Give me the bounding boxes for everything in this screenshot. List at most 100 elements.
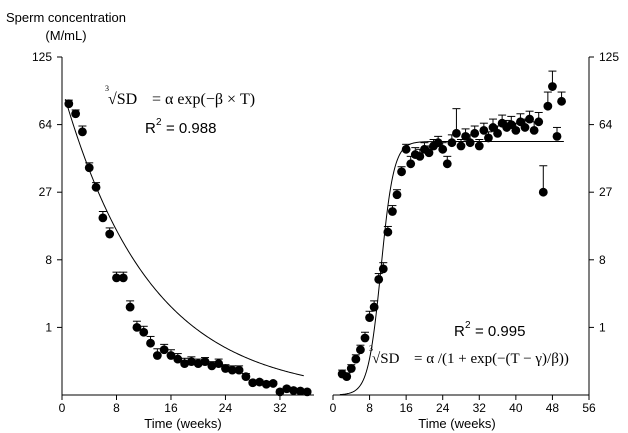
y-axis-unit-label: (M/mL) <box>45 28 86 43</box>
right-data-point <box>465 138 475 148</box>
left-data-point <box>193 359 203 369</box>
left-data-point <box>132 323 142 332</box>
right-data-point <box>442 159 452 169</box>
left-equation-lhs: √SD <box>108 91 137 108</box>
right-x-tick-label: 32 <box>473 401 487 415</box>
chart-title: Sperm concentration <box>6 10 126 25</box>
right-data-point <box>520 123 530 132</box>
right-data-point <box>365 313 374 323</box>
right-data-point <box>461 131 470 141</box>
left-data-point <box>302 387 312 397</box>
right-data-point <box>548 82 557 91</box>
left-data-point <box>248 378 258 388</box>
right-x-tick-label: 48 <box>546 401 560 415</box>
left-data-point <box>234 365 244 375</box>
right-y-tick-label: 8 <box>599 253 606 267</box>
right-data-point <box>456 141 466 151</box>
left-data-point <box>255 377 264 387</box>
right-data-point <box>374 275 384 284</box>
right-data-point <box>447 138 457 148</box>
right-data-point <box>406 159 416 169</box>
right-y-tick-label: 27 <box>599 185 613 199</box>
left-data-point <box>64 99 74 109</box>
left-data-point <box>207 361 217 371</box>
left-data-point <box>173 354 183 364</box>
left-data-point <box>268 379 278 388</box>
left-data-point <box>241 372 251 382</box>
left-data-point <box>221 364 230 373</box>
right-data-point <box>525 114 534 124</box>
left-x-tick-label: 32 <box>273 401 287 415</box>
right-data-point <box>470 128 480 138</box>
right-data-point <box>346 364 356 373</box>
left-data-point <box>261 379 271 389</box>
left-y-tick-label: 27 <box>39 185 53 199</box>
left-data-point <box>84 163 94 173</box>
left-r2-value: = 0.988 <box>166 120 216 137</box>
left-data-point <box>98 213 108 223</box>
right-equation: 3 √SD = α /(1 + exp(−(T − γ)/β)) <box>369 344 569 367</box>
right-x-tick-label: 16 <box>399 401 413 415</box>
right-data-point <box>424 148 434 158</box>
right-data-point <box>452 128 461 138</box>
left-data-point <box>214 359 224 369</box>
left-data-point <box>78 127 87 137</box>
right-data-point <box>538 187 548 197</box>
right-equation-root-index: 3 <box>369 344 373 353</box>
right-data-point <box>415 151 425 161</box>
right-data-point <box>474 141 484 151</box>
left-data-point <box>105 229 115 239</box>
right-equation-rhs: = α /(1 + exp(−(T − γ)/β)) <box>414 351 569 367</box>
left-data-point <box>71 109 81 119</box>
right-data-point <box>493 128 502 138</box>
right-y-tick-label: 64 <box>599 118 613 132</box>
left-data-point <box>159 345 169 355</box>
left-data-point <box>180 359 189 369</box>
left-r2-exponent: 2 <box>156 117 162 128</box>
right-data-point <box>401 144 411 154</box>
left-data-point <box>112 273 121 283</box>
right-data-point <box>543 101 553 111</box>
right-data-point <box>369 302 379 312</box>
left-data-point <box>152 351 162 360</box>
right-r2-label: R 2 = 0.995 <box>454 320 525 340</box>
left-data-point <box>91 182 101 192</box>
left-fit-curve <box>64 99 304 377</box>
right-data-point <box>534 117 544 127</box>
right-data-point <box>438 144 448 154</box>
left-data-point <box>295 386 305 396</box>
left-data-point <box>227 365 237 375</box>
right-data-point <box>360 333 370 343</box>
right-data-point <box>552 131 562 141</box>
left-r2-letter: R <box>145 120 156 137</box>
right-x-axis-title: Time (weeks) <box>418 416 496 431</box>
right-x-tick-label: 24 <box>436 401 450 415</box>
right-x-tick-label: 0 <box>330 401 337 415</box>
right-data-point <box>433 138 443 148</box>
right-x-tick-label: 40 <box>509 401 523 415</box>
right-data-point <box>479 125 489 135</box>
left-equation-rhs: = α exp(−β × T) <box>152 91 255 108</box>
left-x-tick-label: 0 <box>59 401 66 415</box>
right-data-point <box>397 167 406 177</box>
right-data-point <box>529 125 539 135</box>
left-x-tick-label: 16 <box>164 401 178 415</box>
right-y-tick-label: 125 <box>599 50 619 64</box>
right-data-point <box>388 207 397 216</box>
right-r2-value: = 0.995 <box>475 323 525 340</box>
left-data-point <box>200 357 210 367</box>
right-data-point <box>356 345 365 355</box>
left-data-point <box>125 302 135 312</box>
left-data-point <box>166 351 176 360</box>
right-data-point <box>351 354 361 364</box>
right-y-tick-label: 1 <box>599 320 606 334</box>
left-x-tick-label: 24 <box>219 401 233 415</box>
right-data-point <box>383 227 393 237</box>
right-data-point <box>484 133 493 143</box>
left-y-tick-label: 125 <box>32 50 52 64</box>
left-x-tick-label: 8 <box>113 401 120 415</box>
left-data-point <box>282 384 292 394</box>
left-equation: 3 √SD = α exp(−β × T) <box>105 84 255 108</box>
